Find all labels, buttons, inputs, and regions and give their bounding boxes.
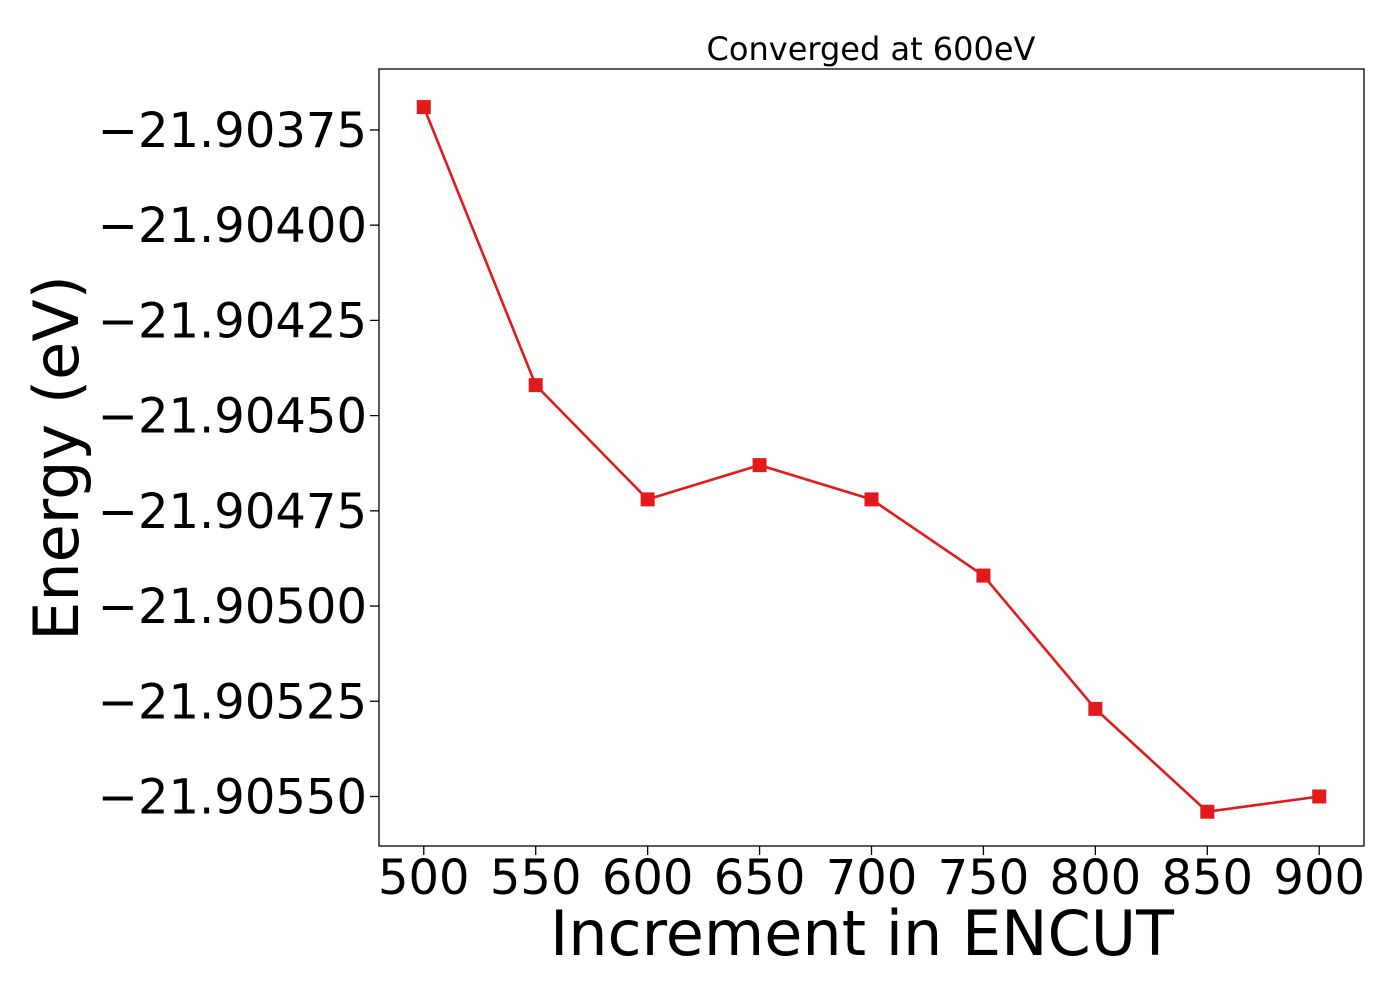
y-tick-label: −21.90450	[98, 389, 367, 445]
x-tick-label: 850	[1161, 850, 1253, 906]
y-tick-label: −21.90525	[98, 674, 367, 730]
x-axis-label: Increment in ENCUT	[550, 897, 1175, 970]
y-tick-label: −21.90375	[98, 103, 367, 159]
data-point-marker	[1088, 701, 1103, 716]
x-tick-label: 800	[1050, 850, 1142, 906]
plot-area-frame	[378, 68, 1365, 847]
data-point-marker	[1200, 804, 1215, 819]
y-axis-label: Energy (eV)	[20, 275, 93, 641]
chart-title: Converged at 600eV	[707, 30, 1036, 68]
y-axis: −21.90375 −21.90400 −21.90425 −21.90450 −21.…	[98, 103, 379, 825]
x-tick-label: 750	[938, 850, 1030, 906]
series-layer	[416, 100, 1327, 819]
y-tick-label: −21.90400	[98, 198, 367, 254]
x-tick-label: 900	[1273, 850, 1365, 906]
x-tick-label: 550	[490, 850, 582, 906]
x-axis: 500 550 600 650 700 750 800 850 900	[378, 846, 1365, 906]
data-point-marker	[528, 378, 543, 393]
x-tick-label: 650	[714, 850, 806, 906]
data-point-marker	[1312, 789, 1327, 804]
y-tick-label: −21.90475	[98, 484, 367, 540]
data-point-marker	[416, 100, 431, 115]
x-tick-label: 500	[378, 850, 470, 906]
data-point-marker	[640, 492, 655, 507]
x-tick-label: 600	[602, 850, 694, 906]
x-tick-label: 700	[826, 850, 918, 906]
series-line	[422, 106, 1320, 814]
data-point-marker	[752, 458, 767, 473]
y-tick-label: −21.90500	[98, 579, 367, 635]
y-tick-label: −21.90425	[98, 293, 367, 349]
y-tick-label: −21.90550	[98, 769, 367, 825]
data-point-marker	[976, 568, 991, 583]
data-point-marker	[864, 492, 879, 507]
